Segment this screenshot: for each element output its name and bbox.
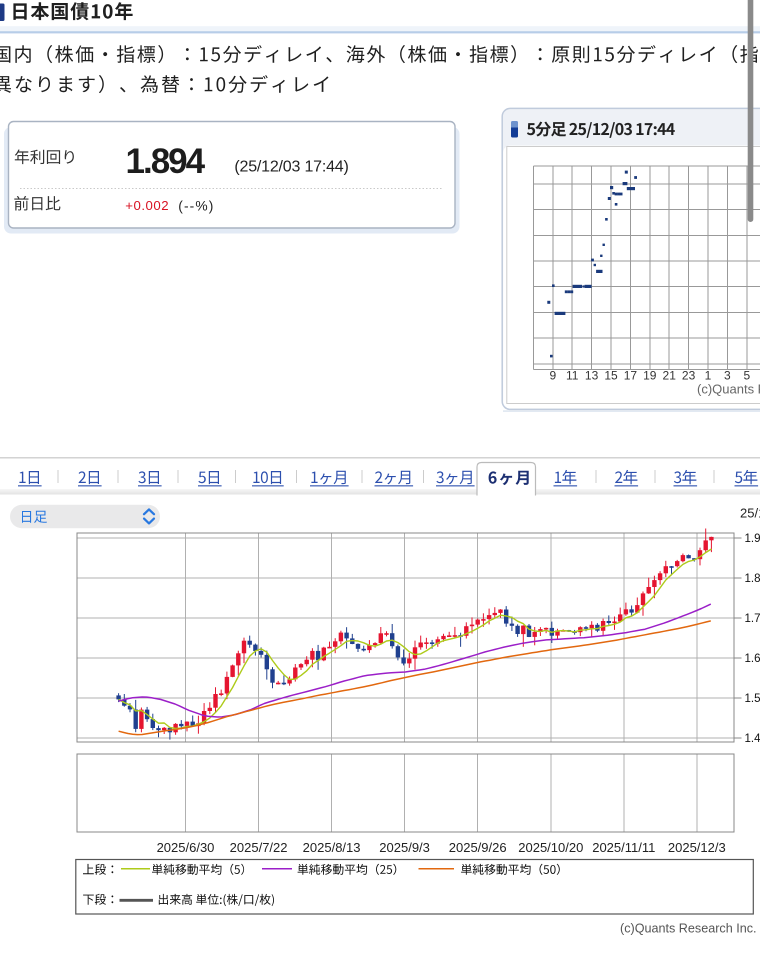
svg-text:2025/9/26: 2025/9/26 bbox=[449, 840, 507, 855]
svg-text:(c)Quants Research Inc.: (c)Quants Research Inc. bbox=[620, 922, 756, 936]
svg-text:+0.002: +0.002 bbox=[125, 198, 169, 213]
svg-text:1.4: 1.4 bbox=[745, 733, 760, 745]
svg-text:1: 1 bbox=[705, 369, 712, 383]
svg-text:25/12/03: 25/12/03 bbox=[740, 506, 760, 521]
svg-text:2025/12/3: 2025/12/3 bbox=[668, 840, 726, 855]
svg-text:2025/10/20: 2025/10/20 bbox=[518, 840, 583, 855]
svg-text:3: 3 bbox=[724, 369, 731, 383]
svg-text:15: 15 bbox=[604, 369, 618, 383]
svg-text:2025/11/11: 2025/11/11 bbox=[592, 840, 655, 855]
svg-text:2025/9/3: 2025/9/3 bbox=[379, 840, 430, 855]
svg-text:(25/12/03 17:44): (25/12/03 17:44) bbox=[234, 159, 348, 176]
svg-text:21: 21 bbox=[663, 369, 677, 383]
svg-text:(c)Quants R: (c)Quants R bbox=[697, 382, 760, 397]
svg-text:(--%): (--%) bbox=[178, 198, 214, 213]
svg-text:1.8: 1.8 bbox=[745, 573, 760, 585]
svg-text:1.5: 1.5 bbox=[745, 693, 760, 705]
svg-text:1.7: 1.7 bbox=[745, 613, 760, 625]
svg-text:23: 23 bbox=[682, 369, 696, 383]
svg-text:1.9: 1.9 bbox=[745, 533, 760, 545]
svg-text:2025/8/13: 2025/8/13 bbox=[303, 840, 361, 855]
svg-text:1.894: 1.894 bbox=[126, 142, 206, 181]
svg-text:9: 9 bbox=[549, 369, 556, 383]
svg-text:17: 17 bbox=[624, 369, 638, 383]
svg-text:13: 13 bbox=[585, 369, 599, 383]
svg-text:19: 19 bbox=[643, 369, 657, 383]
svg-text:2025/6/30: 2025/6/30 bbox=[157, 840, 215, 855]
svg-text:5: 5 bbox=[743, 369, 750, 383]
svg-text:1.6: 1.6 bbox=[745, 653, 760, 665]
svg-text:11: 11 bbox=[566, 369, 579, 383]
svg-text:2025/7/22: 2025/7/22 bbox=[230, 840, 288, 855]
